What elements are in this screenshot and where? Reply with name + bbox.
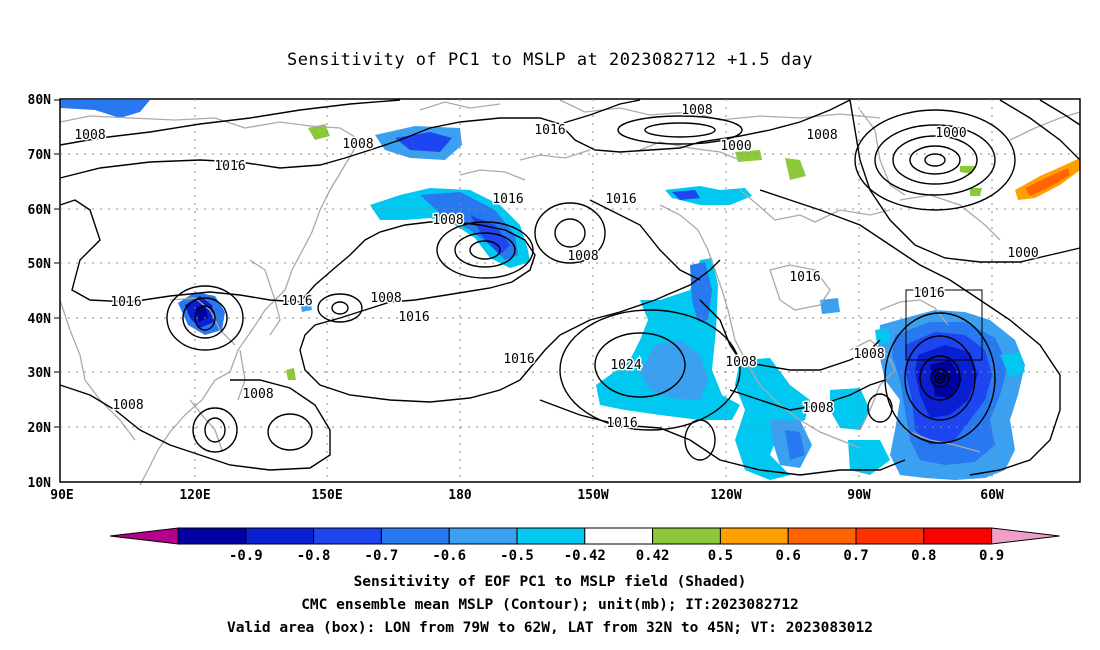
contour-label: 1000 <box>935 126 966 141</box>
colorbar-label: -0.8 <box>297 548 331 564</box>
contour-label: 1008 <box>370 291 401 306</box>
colorbar-label: -0.42 <box>564 548 606 564</box>
colorbar-swatch <box>787 527 857 545</box>
coastlines <box>59 99 1081 486</box>
lon-label: 150W <box>577 488 608 503</box>
contour-labels: 1008 1008 1008 1008 1008 1008 1008 1008 … <box>73 102 1040 433</box>
footer-line-2: CMC ensemble mean MSLP (Contour); unit(m… <box>301 597 799 613</box>
lon-label: 150E <box>311 488 342 503</box>
colorbar-label: 0.7 <box>843 548 868 564</box>
contour-label: 1016 <box>913 286 944 301</box>
colorbar-left-triangle <box>109 527 179 545</box>
contour-label: 1008 <box>681 103 712 118</box>
contour-label: 1016 <box>503 352 534 367</box>
colorbar-label: -0.5 <box>500 548 534 564</box>
contour-label: 1024 <box>610 358 641 373</box>
colorbar-label: 0.9 <box>979 548 1004 564</box>
colorbar-swatch <box>177 527 247 545</box>
colorbar-swatch <box>855 527 925 545</box>
contour-label: 1008 <box>112 398 143 413</box>
lat-lon-grid <box>60 99 1080 482</box>
colorbar-label: -0.9 <box>229 548 263 564</box>
contour-label: 1008 <box>432 213 463 228</box>
contour-label: 1016 <box>492 192 523 207</box>
colorbar-swatch <box>584 527 654 545</box>
longitude-labels: 90E 120E 150E 180 150W 120W 90W 60W <box>50 488 1004 503</box>
lat-label: 50N <box>28 257 52 272</box>
contour-label: 1008 <box>74 128 105 143</box>
map-title: Sensitivity of PC1 to MSLP at 2023082712… <box>286 50 813 70</box>
contour-label: 1000 <box>720 139 751 154</box>
lon-label: 60W <box>980 488 1004 503</box>
lon-label: 120E <box>179 488 210 503</box>
lon-label: 120W <box>710 488 741 503</box>
contour-label: 1016 <box>534 123 565 138</box>
map-frame <box>59 98 1081 483</box>
colorbar-label: 0.6 <box>776 548 801 564</box>
contour-label: 1016 <box>606 416 637 431</box>
colorbar-swatch <box>516 527 586 545</box>
colorbar-label: 0.8 <box>911 548 936 564</box>
contour-label: 1008 <box>802 401 833 416</box>
lat-label: 70N <box>28 148 52 163</box>
colorbar: -0.9 -0.8 -0.7 -0.6 -0.5 -0.42 0.42 0.5 0.6 0.7 0.… <box>109 527 1060 564</box>
lat-label: 80N <box>28 93 52 108</box>
lon-label: 90W <box>847 488 871 503</box>
footer-line-3: Valid area (box): LON from 79W to 62W, L… <box>226 620 873 636</box>
colorbar-swatch <box>245 527 315 545</box>
colorbar-swatch <box>923 527 993 545</box>
contour-label: 1016 <box>214 159 245 174</box>
colorbar-label: 0.42 <box>636 548 670 564</box>
lat-label: 20N <box>28 421 52 436</box>
colorbar-label: -0.6 <box>432 548 466 564</box>
contour-label: 1000 <box>1007 246 1038 261</box>
latitude-labels: 80N 70N 60N 50N 40N 30N 20N 10N <box>28 93 52 491</box>
contour-label: 1016 <box>110 295 141 310</box>
footer-line-1: Sensitivity of EOF PC1 to MSLP field (Sh… <box>353 574 747 590</box>
contour-label: 1008 <box>853 347 884 362</box>
colorbar-swatch <box>313 527 382 545</box>
colorbar-swatch <box>652 527 721 545</box>
lat-ticks <box>54 99 60 428</box>
lon-label: 90E <box>50 488 73 503</box>
lat-label: 40N <box>28 312 52 327</box>
colorbar-label: -0.7 <box>365 548 399 564</box>
colorbar-right-triangle <box>991 527 1060 545</box>
valid-area-box <box>905 289 983 361</box>
colorbar-swatch <box>448 527 518 545</box>
colorbar-label: 0.5 <box>708 548 733 564</box>
contour-label: 1008 <box>725 355 756 370</box>
lat-label: 30N <box>28 366 52 381</box>
contour-label: 1008 <box>806 128 837 143</box>
contour-label: 1016 <box>605 192 636 207</box>
contour-label: 1016 <box>398 310 429 325</box>
contour-label: 1016 <box>789 270 820 285</box>
contour-label: 1016 <box>281 294 312 309</box>
colorbar-swatch <box>719 527 789 545</box>
contour-label: 1008 <box>242 387 273 402</box>
mslp-contours <box>59 99 1081 476</box>
contour-label: 1008 <box>567 249 598 264</box>
colorbar-swatch <box>380 527 450 545</box>
lat-label: 10N <box>28 476 52 491</box>
contour-label: 1008 <box>342 137 373 152</box>
lon-label: 180 <box>448 488 472 503</box>
lat-label: 60N <box>28 203 52 218</box>
